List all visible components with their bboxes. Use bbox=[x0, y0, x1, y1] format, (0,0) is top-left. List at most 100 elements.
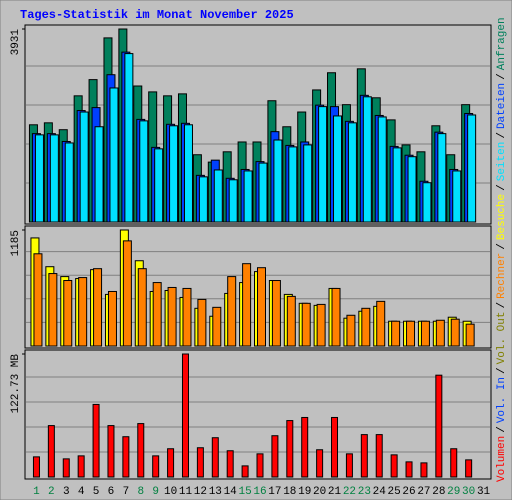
legend-separator: / bbox=[496, 243, 508, 250]
bar bbox=[32, 456, 40, 478]
bar bbox=[256, 453, 264, 478]
x-tick-label: 4 bbox=[78, 486, 85, 498]
legend-entry: Seiten bbox=[496, 142, 508, 182]
x-tick-label: 18 bbox=[283, 486, 296, 498]
x-tick-label: 15 bbox=[238, 486, 251, 498]
legend: Volumen / Vol. In / Vol. Out / Rechner / Besuche… bbox=[496, 17, 508, 482]
bar bbox=[93, 268, 103, 347]
bar bbox=[183, 124, 193, 223]
legend-separator: / bbox=[496, 367, 508, 374]
bar bbox=[288, 146, 298, 223]
bar bbox=[437, 133, 447, 223]
bar bbox=[331, 287, 341, 347]
x-tick-label: 11 bbox=[179, 486, 193, 498]
y-tick-label: 1185 bbox=[10, 230, 22, 256]
bar bbox=[227, 276, 237, 347]
bar bbox=[154, 148, 164, 223]
bar bbox=[152, 455, 160, 478]
bar bbox=[77, 455, 85, 478]
x-tick-label: 16 bbox=[253, 486, 266, 498]
bar bbox=[79, 111, 89, 223]
legend-entry: Volumen bbox=[496, 436, 508, 482]
bar bbox=[63, 280, 73, 347]
x-tick-label: 10 bbox=[164, 486, 177, 498]
bar bbox=[228, 179, 238, 223]
legend-separator: / bbox=[496, 73, 508, 80]
legend-separator: / bbox=[496, 132, 508, 139]
bar bbox=[452, 170, 462, 223]
bar bbox=[241, 465, 249, 478]
x-tick-label: 13 bbox=[209, 486, 222, 498]
chart-title: Tages-Statistik im Monat November 2025 bbox=[20, 8, 294, 22]
bar bbox=[181, 353, 189, 478]
bar bbox=[467, 114, 477, 223]
x-tick-label: 31 bbox=[477, 486, 491, 498]
bar bbox=[271, 435, 279, 478]
bar bbox=[242, 263, 252, 347]
bar bbox=[392, 147, 402, 223]
x-tick-label: 22 bbox=[343, 486, 356, 498]
bar bbox=[360, 434, 368, 478]
x-tick-label: 23 bbox=[358, 486, 371, 498]
legend-entry: Rechner bbox=[496, 253, 508, 299]
x-tick-label: 27 bbox=[417, 486, 430, 498]
bar bbox=[333, 115, 343, 223]
bar bbox=[361, 307, 371, 347]
x-tick-label: 30 bbox=[462, 486, 475, 498]
bar bbox=[257, 267, 266, 347]
bar bbox=[258, 162, 268, 223]
bar bbox=[226, 450, 234, 478]
x-tick-label: 3 bbox=[63, 486, 70, 498]
x-tick-label: 5 bbox=[93, 486, 100, 498]
bar bbox=[422, 182, 432, 223]
bar bbox=[197, 298, 207, 347]
bar bbox=[94, 126, 104, 223]
bar bbox=[406, 320, 416, 347]
x-tick-label: 29 bbox=[447, 486, 460, 498]
bar bbox=[212, 306, 222, 347]
x-tick-label: 14 bbox=[224, 486, 238, 498]
bar bbox=[213, 169, 223, 223]
bar bbox=[301, 416, 309, 478]
bar bbox=[450, 448, 458, 478]
bar bbox=[303, 144, 313, 223]
bar bbox=[347, 122, 357, 223]
legend-entry: Anfragen bbox=[496, 17, 508, 70]
bar bbox=[318, 106, 328, 223]
bar bbox=[62, 458, 70, 478]
bar bbox=[435, 319, 445, 347]
x-tick-label: 25 bbox=[388, 486, 401, 498]
bar bbox=[107, 290, 117, 347]
x-tick-label: 12 bbox=[194, 486, 207, 498]
bar bbox=[137, 268, 147, 347]
bar bbox=[435, 374, 443, 478]
x-tick-label: 1 bbox=[33, 486, 40, 498]
x-tick-label: 6 bbox=[108, 486, 115, 498]
legend-entry: Vol. In bbox=[496, 377, 508, 423]
bar bbox=[48, 273, 58, 347]
bar bbox=[92, 403, 100, 478]
x-tick-label: 8 bbox=[137, 486, 144, 498]
legend-separator: / bbox=[496, 184, 508, 191]
bar bbox=[107, 425, 115, 478]
bar bbox=[49, 134, 59, 223]
bar bbox=[182, 287, 192, 347]
bar bbox=[316, 449, 324, 478]
x-tick-label: 20 bbox=[313, 486, 326, 498]
bar bbox=[34, 134, 44, 223]
bar bbox=[124, 53, 134, 223]
bar bbox=[375, 434, 383, 478]
bar bbox=[139, 120, 149, 223]
bar bbox=[78, 277, 88, 347]
bar bbox=[109, 87, 119, 223]
bar bbox=[346, 314, 356, 347]
legend-entry: Vol. Out bbox=[496, 312, 508, 365]
bar bbox=[167, 286, 177, 347]
bar bbox=[286, 420, 294, 478]
bar bbox=[273, 139, 283, 223]
bar bbox=[137, 423, 145, 478]
bar bbox=[196, 447, 204, 478]
x-tick-label: 21 bbox=[328, 486, 342, 498]
bar bbox=[271, 280, 281, 347]
